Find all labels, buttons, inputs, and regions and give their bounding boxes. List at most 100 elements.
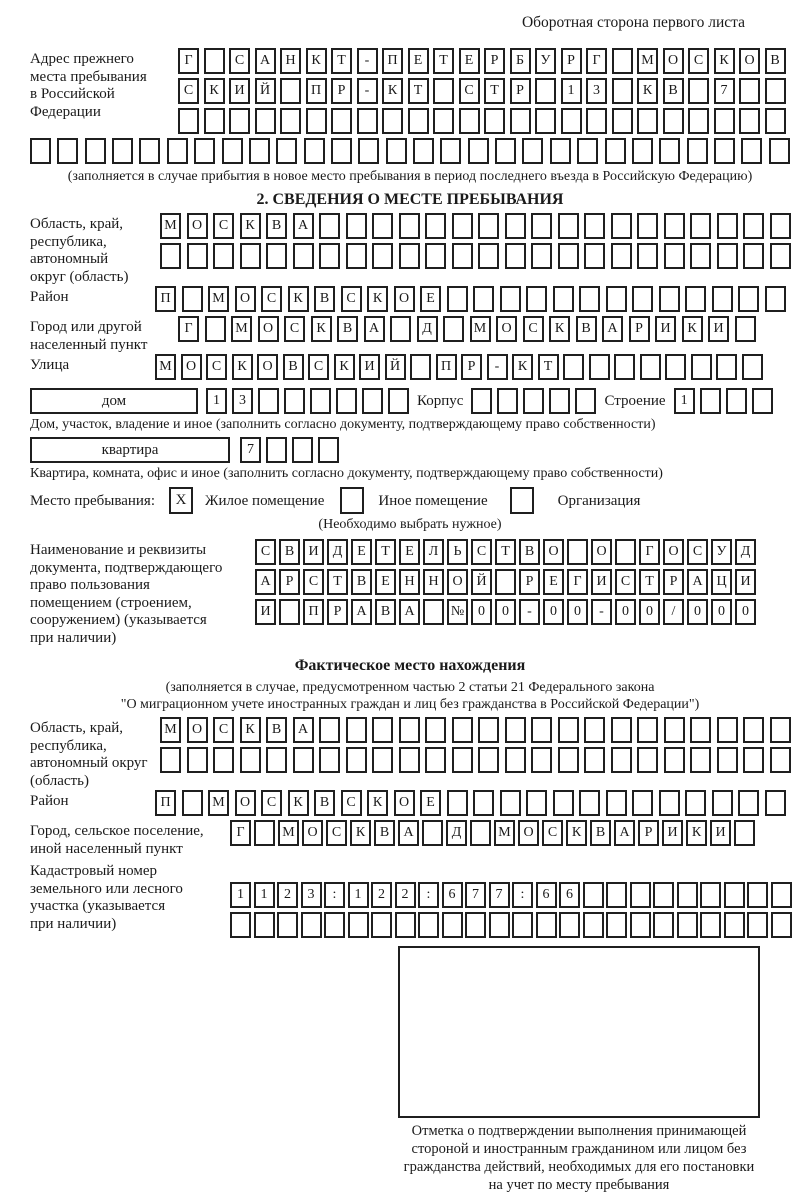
form-cell[interactable] <box>743 717 764 743</box>
form-cell[interactable] <box>738 790 759 816</box>
form-cell[interactable]: 0 <box>567 599 588 625</box>
form-cell[interactable] <box>300 912 322 938</box>
form-cell[interactable] <box>713 108 735 134</box>
form-cell[interactable] <box>723 882 745 908</box>
form-cell[interactable]: 0 <box>711 599 732 625</box>
form-cell[interactable]: 1 <box>206 388 227 414</box>
form-cell[interactable] <box>478 747 499 773</box>
form-cell[interactable] <box>685 790 706 816</box>
form-cell[interactable] <box>473 286 494 312</box>
form-cell[interactable]: И <box>359 354 380 380</box>
form-cell[interactable] <box>653 912 674 938</box>
form-cell[interactable]: С <box>542 820 563 846</box>
form-cell[interactable]: В <box>266 717 287 743</box>
form-cell[interactable] <box>584 747 605 773</box>
form-cell[interactable] <box>700 882 721 908</box>
form-cell[interactable] <box>410 354 431 380</box>
form-cell[interactable]: И <box>655 316 676 342</box>
form-cell[interactable]: С <box>261 286 282 312</box>
form-cell[interactable] <box>385 138 407 164</box>
form-cell[interactable]: А <box>687 569 708 595</box>
form-cell[interactable]: 7 <box>488 882 510 908</box>
dwelling-checkbox[interactable]: X <box>169 487 193 514</box>
form-cell[interactable] <box>230 912 251 938</box>
form-cell[interactable] <box>741 354 763 380</box>
form-cell[interactable]: А <box>254 48 276 74</box>
form-cell[interactable]: М <box>208 286 229 312</box>
form-cell[interactable]: Й <box>384 354 406 380</box>
form-cell[interactable]: М <box>494 820 515 846</box>
form-cell[interactable] <box>552 790 574 816</box>
form-cell[interactable] <box>611 78 633 104</box>
form-cell[interactable] <box>579 286 600 312</box>
form-cell[interactable]: А <box>602 316 623 342</box>
form-cell[interactable] <box>284 388 305 414</box>
form-cell[interactable] <box>739 78 760 104</box>
form-cell[interactable] <box>139 138 161 164</box>
organization-checkbox[interactable] <box>509 487 534 514</box>
form-cell[interactable]: О <box>180 354 202 380</box>
form-cell[interactable] <box>552 286 574 312</box>
form-cell[interactable] <box>330 138 352 164</box>
form-cell[interactable]: С <box>688 48 709 74</box>
form-cell[interactable] <box>266 243 287 269</box>
form-cell[interactable] <box>764 108 786 134</box>
form-cell[interactable] <box>203 108 225 134</box>
form-cell[interactable]: С <box>458 78 480 104</box>
form-cell[interactable]: К <box>287 790 309 816</box>
form-cell[interactable]: А <box>292 717 314 743</box>
form-cell[interactable] <box>345 717 367 743</box>
form-cell[interactable] <box>239 747 261 773</box>
form-cell[interactable] <box>372 717 393 743</box>
form-cell[interactable]: С <box>340 790 362 816</box>
form-cell[interactable]: Р <box>461 354 482 380</box>
form-cell[interactable] <box>699 388 721 414</box>
form-cell[interactable]: В <box>282 354 304 380</box>
form-cell[interactable] <box>531 717 552 743</box>
form-cell[interactable] <box>277 912 298 938</box>
form-cell[interactable] <box>446 790 468 816</box>
form-cell[interactable] <box>181 790 203 816</box>
form-cell[interactable] <box>711 286 733 312</box>
form-cell[interactable]: В <box>314 286 335 312</box>
form-cell[interactable]: М <box>469 316 491 342</box>
form-cell[interactable] <box>166 138 188 164</box>
form-cell[interactable]: С <box>255 539 276 565</box>
form-cell[interactable] <box>658 790 680 816</box>
form-cell[interactable]: И <box>303 539 324 565</box>
form-cell[interactable]: Т <box>331 48 352 74</box>
form-cell[interactable]: Е <box>420 286 441 312</box>
form-cell[interactable] <box>582 882 604 908</box>
form-cell[interactable]: В <box>337 316 358 342</box>
form-cell[interactable] <box>204 316 226 342</box>
form-cell[interactable] <box>605 790 627 816</box>
form-cell[interactable] <box>254 820 275 846</box>
form-cell[interactable] <box>213 243 234 269</box>
form-cell[interactable] <box>497 388 519 414</box>
form-cell[interactable]: А <box>351 599 372 625</box>
form-cell[interactable]: И <box>591 569 612 595</box>
form-cell[interactable]: 3 <box>300 882 322 908</box>
form-cell[interactable]: Д <box>327 539 348 565</box>
form-cell[interactable] <box>629 912 651 938</box>
form-cell[interactable] <box>663 213 685 239</box>
form-cell[interactable] <box>433 108 454 134</box>
form-cell[interactable]: Д <box>416 316 438 342</box>
form-cell[interactable]: К <box>713 48 735 74</box>
form-cell[interactable]: П <box>382 48 403 74</box>
form-cell[interactable] <box>586 108 607 134</box>
form-cell[interactable]: М <box>231 316 252 342</box>
form-cell[interactable]: / <box>663 599 684 625</box>
form-cell[interactable] <box>266 747 287 773</box>
form-cell[interactable]: А <box>398 820 419 846</box>
form-cell[interactable] <box>504 243 526 269</box>
form-cell[interactable] <box>653 882 674 908</box>
form-cell[interactable]: В <box>590 820 611 846</box>
form-cell[interactable]: В <box>575 316 597 342</box>
form-cell[interactable] <box>747 882 768 908</box>
form-cell[interactable] <box>248 138 270 164</box>
form-cell[interactable] <box>549 138 571 164</box>
form-cell[interactable]: О <box>518 820 539 846</box>
form-cell[interactable]: Н <box>280 48 301 74</box>
form-cell[interactable] <box>319 747 340 773</box>
